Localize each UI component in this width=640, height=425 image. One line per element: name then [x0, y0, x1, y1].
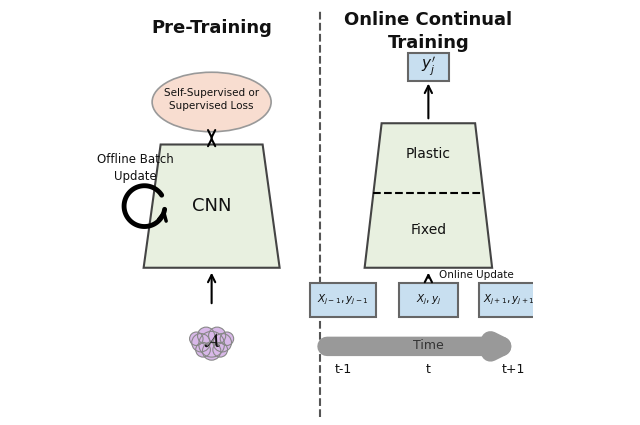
Text: CNN: CNN: [192, 197, 232, 215]
Circle shape: [213, 334, 232, 352]
Text: Self-Supervised or
Supervised Loss: Self-Supervised or Supervised Loss: [164, 88, 259, 111]
Text: $y_j'$: $y_j'$: [421, 54, 436, 77]
FancyBboxPatch shape: [399, 283, 458, 317]
Text: Online Continual
Training: Online Continual Training: [344, 11, 513, 51]
Ellipse shape: [152, 72, 271, 132]
Circle shape: [202, 342, 221, 360]
Text: Offline Batch
Update: Offline Batch Update: [97, 153, 173, 183]
Text: Fixed: Fixed: [410, 223, 447, 237]
Circle shape: [199, 332, 225, 357]
FancyBboxPatch shape: [479, 283, 539, 317]
Text: $\mathcal{A}$: $\mathcal{A}$: [203, 331, 221, 349]
Circle shape: [192, 334, 210, 352]
Text: t-1: t-1: [335, 363, 352, 377]
Circle shape: [189, 332, 203, 346]
FancyBboxPatch shape: [408, 53, 449, 81]
Circle shape: [196, 343, 211, 357]
Text: Online Update: Online Update: [439, 270, 514, 280]
Text: Pre-Training: Pre-Training: [151, 19, 272, 37]
Circle shape: [198, 327, 214, 344]
Circle shape: [213, 343, 228, 357]
FancyBboxPatch shape: [310, 283, 376, 317]
Text: Time: Time: [413, 339, 444, 352]
Text: $X_{j-1}, y_{j-1}$: $X_{j-1}, y_{j-1}$: [317, 292, 369, 307]
Circle shape: [209, 327, 226, 344]
Polygon shape: [365, 123, 492, 268]
Text: $X_{j+1}, y_{j+1}$: $X_{j+1}, y_{j+1}$: [483, 292, 535, 307]
Text: t: t: [426, 363, 431, 377]
Circle shape: [220, 332, 234, 346]
Polygon shape: [143, 144, 280, 268]
Text: Plastic: Plastic: [406, 147, 451, 161]
Text: t+1: t+1: [502, 363, 525, 377]
Text: $X_j, y_j$: $X_j, y_j$: [416, 292, 441, 307]
